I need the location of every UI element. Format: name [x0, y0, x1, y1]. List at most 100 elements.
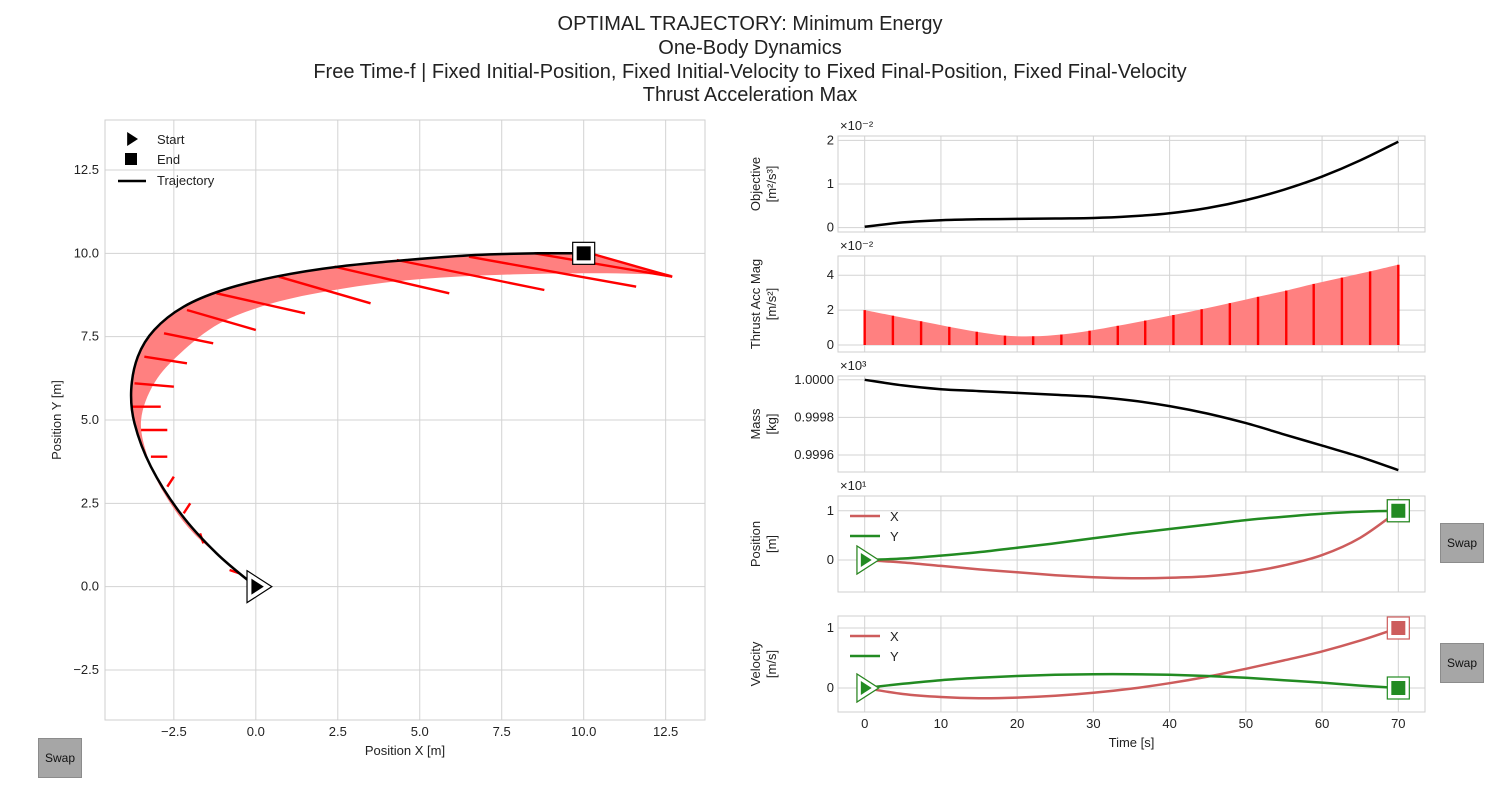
trajectory-x-tick-label: −2.5 — [161, 724, 187, 739]
velocity-legend: XY — [850, 629, 899, 664]
thrust-vector — [182, 502, 192, 514]
thrust-vector — [468, 255, 637, 288]
position-series-line — [864, 509, 1399, 562]
thrust_acc_mag-y-axis-unit: [m/s²] — [764, 288, 779, 321]
objective-y-axis-label: Objective — [748, 157, 763, 211]
velocity-series-line — [864, 672, 1399, 690]
trajectory-x-tick-label: 10.0 — [571, 724, 596, 739]
position-y-axis-label: Position — [748, 521, 763, 567]
trajectory-y-tick-label: 10.0 — [74, 245, 99, 260]
time-x-tick-label: 40 — [1162, 716, 1176, 731]
position-series-line — [864, 509, 1400, 580]
position-exponent-label: ×10¹ — [840, 478, 867, 493]
time-x-tick-label: 30 — [1086, 716, 1100, 731]
objective-y-tick-label: 2 — [827, 132, 834, 147]
position-plot: 0 1 ×10¹ Position [m] XY — [748, 478, 1426, 593]
velocity-series-line — [864, 626, 1399, 700]
thrust-vector — [278, 275, 371, 305]
legend-start-label: Start — [157, 132, 185, 147]
velocity-plot-border — [837, 615, 1426, 713]
mass-y-tick-label: 1.0000 — [794, 372, 834, 387]
thrust-vector — [134, 382, 174, 388]
thrust-area-fill — [864, 264, 1399, 346]
objective-plot-border — [837, 135, 1426, 233]
mass-y-tick-label: 0.9996 — [794, 447, 834, 462]
figure-subtitle-constraint: Thrust Acceleration Max — [642, 84, 858, 106]
position-legend: XY — [850, 509, 899, 544]
time-x-tick-label: 0 — [861, 716, 868, 731]
legend-end-marker — [125, 153, 137, 165]
position-legend-label: X — [890, 509, 899, 524]
swap-button-trajectory[interactable]: Swap — [38, 738, 82, 778]
time-x-tick-label: 60 — [1315, 716, 1329, 731]
trajectory-y-axis-label: Position Y [m] — [49, 380, 64, 460]
position-y-axis-unit: [m] — [764, 535, 779, 553]
time-x-tick-label: 10 — [934, 716, 948, 731]
velocity-end-marker — [1391, 681, 1406, 695]
velocity-y-tick-label: 1 — [827, 620, 834, 635]
thrust-vector — [166, 476, 175, 488]
figure-title: OPTIMAL TRAJECTORY: Minimum Energy — [557, 13, 943, 35]
swap-button-velocity[interactable]: Swap — [1440, 643, 1484, 683]
trajectory-x-tick-label: 12.5 — [653, 724, 678, 739]
objective-y-tick-label: 0 — [827, 220, 834, 235]
time-x-axis-label: Time [s] — [1109, 735, 1155, 750]
swap-button-position[interactable]: Swap — [1440, 523, 1484, 563]
figure-subtitle-dynamics: One-Body Dynamics — [658, 37, 842, 59]
thrust_acc_mag-y-tick-label: 0 — [827, 337, 834, 352]
trajectory-line — [129, 251, 584, 588]
trajectory-y-tick-label: 0.0 — [81, 579, 99, 594]
trajectory-x-axis-label: Position X [m] — [365, 743, 445, 758]
position-plot-border — [837, 495, 1426, 593]
objective-y-axis-unit: [m²/s³] — [764, 166, 779, 203]
objective-exponent-label: ×10⁻² — [840, 118, 874, 133]
velocity-plot-area — [838, 616, 1425, 712]
velocity-start-marker — [860, 681, 872, 695]
position-legend-label: Y — [890, 529, 899, 544]
velocity-plot: 0 1 Velocity [m/s] XY 0 10 20 30 40 50 60 70 Time [s] — [748, 615, 1426, 750]
velocity-y-tick-label: 0 — [827, 680, 834, 695]
velocity-y-axis-unit: [m/s] — [764, 650, 779, 678]
thrust_acc_mag-y-axis-label: Thrust Acc Mag — [748, 259, 763, 349]
time-x-tick-label: 50 — [1239, 716, 1253, 731]
time-x-tick-label: 70 — [1391, 716, 1405, 731]
trajectory-x-tick-label: 5.0 — [411, 724, 429, 739]
mass-y-axis-label: Mass — [748, 408, 763, 440]
trajectory-plot: −2.5 0.0 2.5 5.0 7.5 10.0 12.5 −2.5 0.0 2.5 5.0 7.5… — [49, 119, 706, 758]
objective-series-line — [864, 140, 1399, 229]
thrust-vector — [186, 308, 257, 332]
thrust-vector — [396, 258, 545, 292]
velocity-legend-label: X — [890, 629, 899, 644]
mass-y-axis-unit: [kg] — [764, 414, 779, 435]
trajectory-x-tick-label: 0.0 — [247, 724, 265, 739]
end-marker — [576, 246, 591, 261]
thrust-vector — [589, 252, 673, 278]
trajectory-y-tick-label: 12.5 — [74, 162, 99, 177]
trajectory-x-tick-label: 2.5 — [329, 724, 347, 739]
thrust-vector — [534, 252, 673, 278]
thrust-vector — [334, 265, 450, 295]
figure-subtitle-boundary: Free Time-f | Fixed Initial-Position, Fi… — [313, 61, 1187, 83]
mass-plot-area — [838, 376, 1425, 472]
thrust_acc_mag-y-tick-label: 2 — [827, 302, 834, 317]
velocity-y-axis-label: Velocity — [748, 641, 763, 686]
velocity-legend-label: Y — [890, 649, 899, 664]
thrust_acc_mag-plot-border — [837, 255, 1426, 353]
position-y-tick-label: 0 — [827, 552, 834, 567]
thrust_acc_mag-y-tick-label: 4 — [827, 267, 834, 282]
position-end-marker — [1391, 503, 1406, 518]
mass-series-line — [864, 378, 1399, 472]
trajectory-y-tick-label: 2.5 — [81, 495, 99, 510]
trajectory-plot-border — [104, 119, 706, 721]
position-y-tick-label: 1 — [827, 503, 834, 518]
objective-y-tick-label: 1 — [827, 176, 834, 191]
velocity-end-marker — [1391, 621, 1406, 635]
position-plot-area — [838, 496, 1425, 592]
legend-end-label: End — [157, 152, 180, 167]
mass-y-tick-label: 0.9998 — [794, 409, 834, 424]
time-x-tick-label: 20 — [1010, 716, 1024, 731]
mass-plot-border — [837, 375, 1426, 473]
legend-start-marker — [127, 132, 138, 146]
mass-plot: 0.9996 0.9998 1.0000 ×10³ Mass [kg] — [748, 358, 1426, 473]
